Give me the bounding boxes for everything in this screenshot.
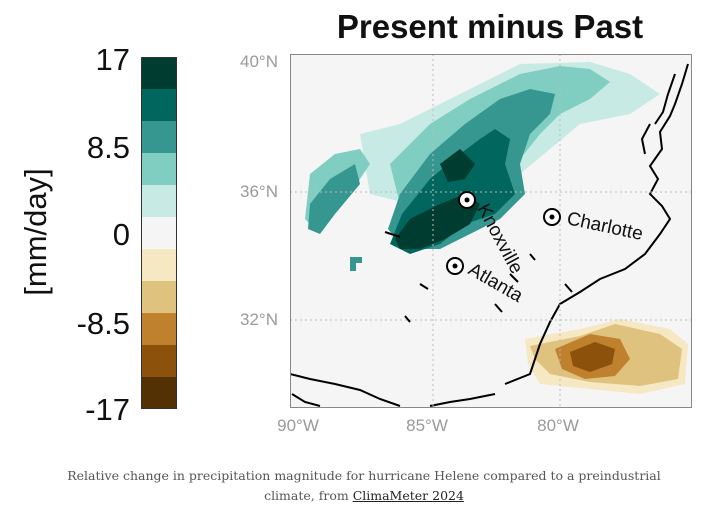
coastlines [290, 63, 689, 407]
lon-tick-90w: 90°W [277, 416, 319, 435]
colorbar-segment [141, 153, 177, 186]
dry-anomaly-region [525, 319, 688, 394]
colorbar-tick-minus-17: -17 [85, 392, 130, 427]
caption-text: Relative change in precipitation magnitu… [67, 468, 661, 503]
colorbar-segment [141, 377, 177, 409]
colorbar-tick-8-5: 8.5 [86, 130, 130, 165]
lat-tick-32n: 32°N [240, 310, 278, 329]
lat-tick-40n: 40°N [240, 52, 278, 71]
figure-caption: Relative change in precipitation magnitu… [64, 466, 664, 506]
colorbar-unit-label: [mm/day] [18, 168, 53, 296]
lon-tick-80w: 80°W [537, 416, 579, 435]
colorbar-segment [141, 57, 177, 90]
colorbar-segment [141, 185, 177, 218]
caption-link[interactable]: ClimaMeter 2024 [352, 488, 464, 503]
colorbar-tick-0: 0 [112, 217, 130, 252]
lat-tick-36n: 36°N [240, 182, 278, 201]
colorbar-segment [141, 249, 177, 282]
colorbar-tick-17: 17 [95, 42, 130, 77]
colorbar-segment [141, 89, 177, 122]
colorbar-tick-labels: 17 8.5 0 -8.5 -17 [0, 0, 130, 450]
figure: 17 8.5 0 -8.5 -17 [mm/day] Present minus… [0, 0, 692, 450]
wet-anomaly-region [305, 62, 660, 271]
precipitation-map: Knoxville Atlanta Charlotte [290, 54, 692, 408]
colorbar-tick-minus-8-5: -8.5 [76, 306, 130, 341]
colorbar-segment [141, 345, 177, 378]
colorbar-border [141, 57, 177, 409]
colorbar [141, 57, 177, 409]
colorbar-segment [141, 121, 177, 154]
colorbar-segment [141, 217, 177, 250]
colorbar-segment [141, 281, 177, 314]
graticule [290, 54, 692, 408]
map-title: Present minus Past [336, 8, 644, 45]
lon-tick-85w: 85°W [406, 416, 448, 435]
colorbar-segment [141, 313, 177, 346]
